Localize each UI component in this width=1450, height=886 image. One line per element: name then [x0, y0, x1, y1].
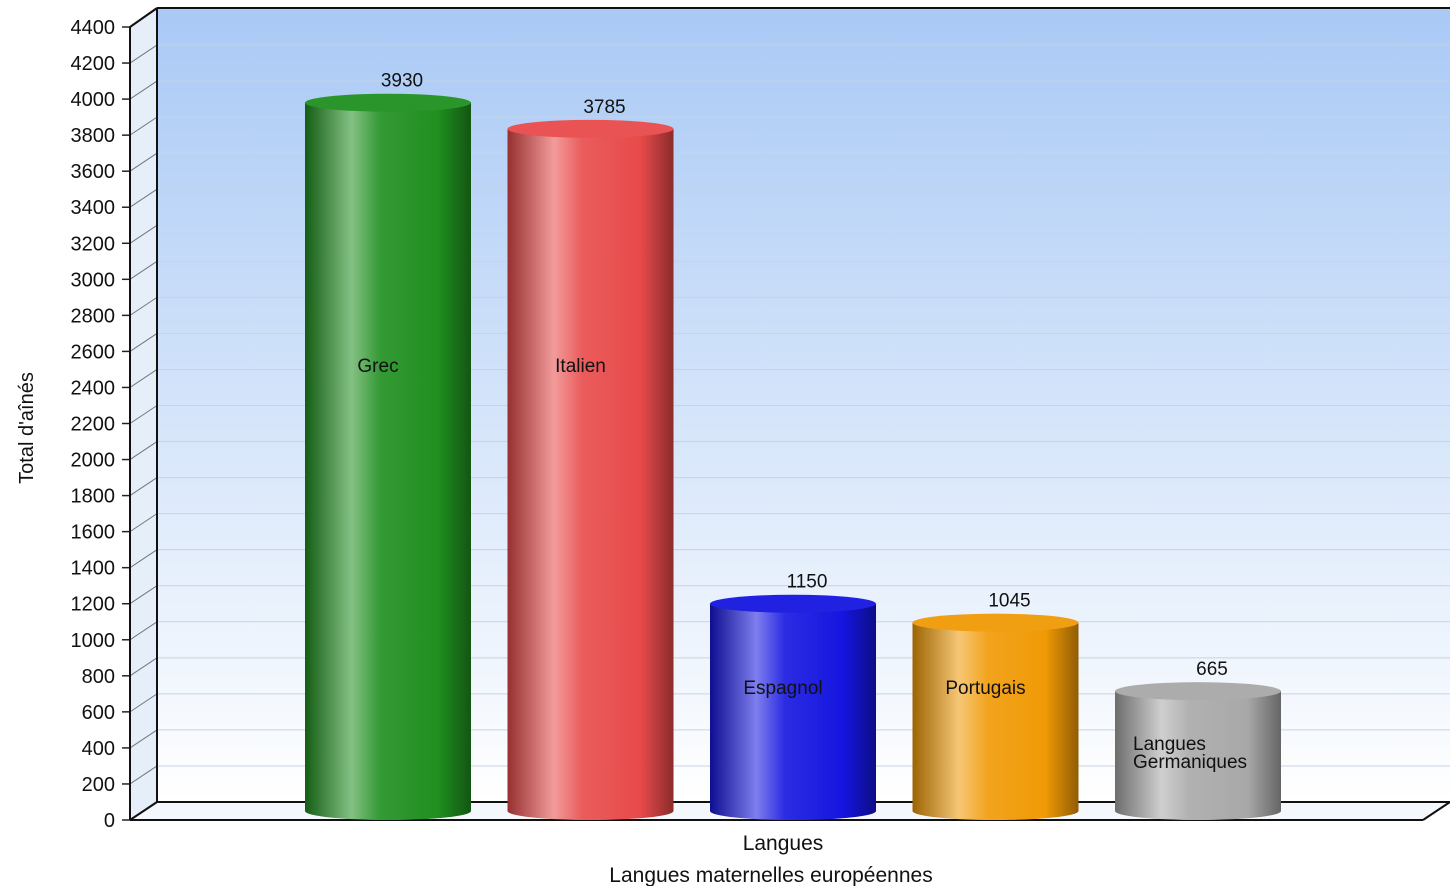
y-tick-label: 2600 — [71, 341, 116, 363]
gridline-side — [129, 405, 158, 424]
y-tick-label: 2200 — [71, 414, 116, 436]
gridline-side — [129, 116, 158, 136]
gridline-side — [129, 332, 158, 352]
y-tick-label: 3000 — [71, 269, 116, 291]
bar-body — [305, 102, 471, 820]
y-tick-label: 400 — [82, 738, 115, 760]
y-tick-label: 0 — [104, 810, 115, 832]
gridline-side — [129, 585, 158, 605]
y-tick-label: 2400 — [71, 377, 116, 399]
gridline-side — [129, 369, 158, 388]
category-label: Germaniques — [1133, 752, 1247, 773]
value-label: 665 — [1196, 659, 1228, 680]
category-label: Espagnol — [743, 678, 822, 699]
y-tick-label: 3400 — [71, 197, 116, 219]
y-tick-label: 600 — [82, 702, 115, 724]
y-axis-title: Total d'aînés — [16, 372, 38, 484]
chart-footer: Langues maternelles européennes — [609, 864, 932, 886]
bar-portugais — [912, 613, 1079, 820]
bar-espagnol — [710, 594, 876, 820]
gridline-side — [129, 657, 158, 677]
bar-body — [912, 622, 1079, 820]
bar-top — [912, 613, 1079, 632]
value-label: 1150 — [787, 572, 828, 593]
gridline-side — [129, 188, 158, 208]
bar-top — [1115, 682, 1281, 701]
value-label: 3930 — [381, 71, 423, 92]
y-tick-label: 2000 — [71, 450, 116, 472]
y-tick-label: 1600 — [71, 522, 116, 544]
gridline-side — [129, 44, 158, 64]
bars — [305, 93, 1281, 820]
bar-italien — [507, 119, 674, 820]
bar-body — [710, 603, 876, 820]
gridline-side — [129, 296, 158, 316]
gridline-side — [129, 729, 158, 749]
y-tick-label: 800 — [82, 666, 115, 688]
top-edge — [129, 7, 158, 28]
category-label: Italien — [555, 356, 606, 377]
gridline-side — [129, 260, 158, 280]
gridline-side — [129, 152, 158, 172]
bar-top — [710, 594, 876, 613]
value-label: 3785 — [583, 97, 625, 118]
y-tick-label: 4000 — [71, 89, 116, 111]
x-axis-title: Langues — [743, 832, 824, 855]
y-tick-label: 1200 — [71, 594, 116, 616]
bar-top — [507, 119, 674, 138]
y-tick-label: 200 — [82, 774, 115, 796]
y-tick-label: 3600 — [71, 161, 116, 183]
floor-left-edge — [129, 801, 158, 821]
gridline-side — [129, 477, 158, 497]
gridline-side — [129, 765, 158, 785]
category-label: Langues — [1133, 734, 1206, 755]
category-label: Portugais — [945, 678, 1025, 699]
y-tick-label: 1400 — [71, 558, 116, 580]
gridline-side — [129, 224, 158, 244]
gridline-side — [129, 693, 158, 713]
gridline-side — [129, 441, 158, 460]
gridline-side — [129, 549, 158, 569]
bar-langues-germaniques — [1115, 682, 1281, 820]
bar-top — [305, 93, 471, 112]
value-label: 1045 — [988, 591, 1030, 612]
y-tick-label: 3200 — [71, 233, 116, 255]
floor-right-edge — [1422, 801, 1450, 821]
labels: 0 200 400 600 800 1000 1200 1400 1600 1800 2000 220… — [71, 17, 1248, 832]
gridline-side — [129, 621, 158, 641]
bar-body — [507, 128, 674, 820]
bar-grec — [305, 93, 471, 820]
category-label: Grec — [357, 356, 398, 377]
y-tick-label: 3800 — [71, 125, 116, 147]
y-tick-label: 4400 — [71, 17, 116, 39]
y-tick-label: 2800 — [71, 305, 116, 327]
gridline-side — [129, 513, 158, 533]
y-tick-label: 4200 — [71, 53, 116, 75]
gridline-side — [129, 80, 158, 100]
bar-body — [1115, 691, 1281, 820]
y-tick-label: 1800 — [71, 486, 116, 508]
y-tick-label: 1000 — [71, 630, 116, 652]
